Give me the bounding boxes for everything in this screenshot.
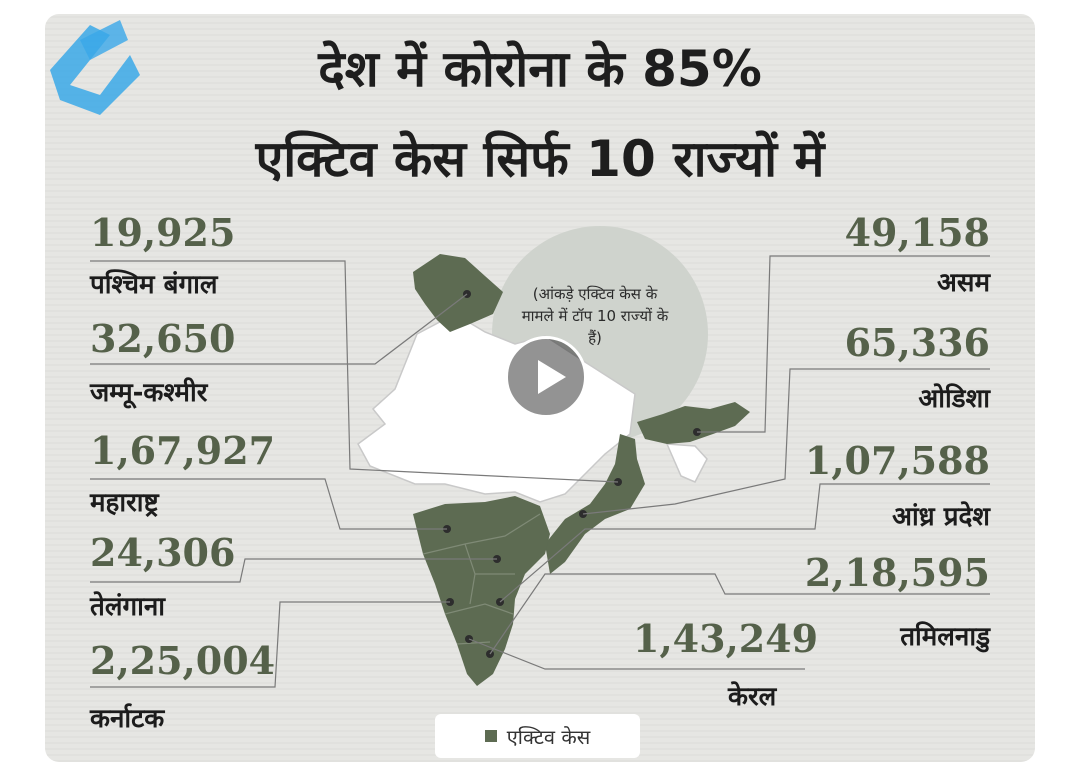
headline-line-1: देश में कोरोना के 85% — [318, 40, 762, 98]
legend-swatch — [484, 730, 497, 742]
value-west-bengal: 19,925 — [90, 210, 236, 255]
legend-label: एक्टिव केस — [506, 724, 591, 749]
label-telangana: तेलंगाना — [90, 592, 165, 622]
value-andhra-pradesh: 1,07,588 — [804, 438, 990, 483]
label-karnataka: कर्नाटक — [90, 704, 165, 734]
label-tamil-nadu: तमिलनाडु — [900, 622, 990, 652]
play-triangle — [538, 360, 566, 394]
map-state-borders — [422, 513, 541, 645]
headline-line-2: एक्टिव केस सिर्फ 10 राज्यों में — [255, 130, 825, 188]
value-jammu-kashmir: 32,650 — [90, 316, 236, 361]
play-icon[interactable] — [505, 336, 587, 418]
infographic-card: देश में कोरोना के 85% एक्टिव केस सिर्फ 1… — [45, 14, 1035, 762]
label-odisha: ओडिशा — [918, 384, 990, 414]
note-text: (आंकड़े एक्टिव केस के मामले में टॉप 10 र… — [521, 285, 669, 347]
legend: एक्टिव केस — [435, 714, 640, 758]
value-kerala: 1,43,249 — [633, 616, 819, 661]
label-jammu-kashmir: जम्मू-कश्मीर — [90, 378, 208, 408]
map-peninsula — [413, 496, 550, 686]
value-assam: 49,158 — [844, 210, 990, 255]
value-maharashtra: 1,67,927 — [90, 428, 276, 473]
map-ne-other — [665, 443, 708, 483]
label-assam: असम — [937, 268, 990, 298]
value-karnataka: 2,25,004 — [90, 638, 276, 683]
map-east-coast — [545, 434, 645, 574]
value-telangana: 24,306 — [90, 530, 236, 575]
scribble-mark-icon — [50, 20, 140, 115]
label-maharashtra: महाराष्ट्र — [90, 488, 159, 518]
leader-lines — [90, 255, 990, 688]
map-assam — [637, 402, 750, 444]
map-jammu-kashmir — [413, 254, 503, 332]
label-kerala: केरल — [728, 682, 777, 712]
value-odisha: 65,336 — [844, 320, 990, 365]
label-andhra-pradesh: आंध्र प्रदेश — [892, 502, 990, 532]
value-tamil-nadu: 2,18,595 — [804, 550, 990, 595]
label-west-bengal: पश्चिम बंगाल — [90, 270, 218, 300]
